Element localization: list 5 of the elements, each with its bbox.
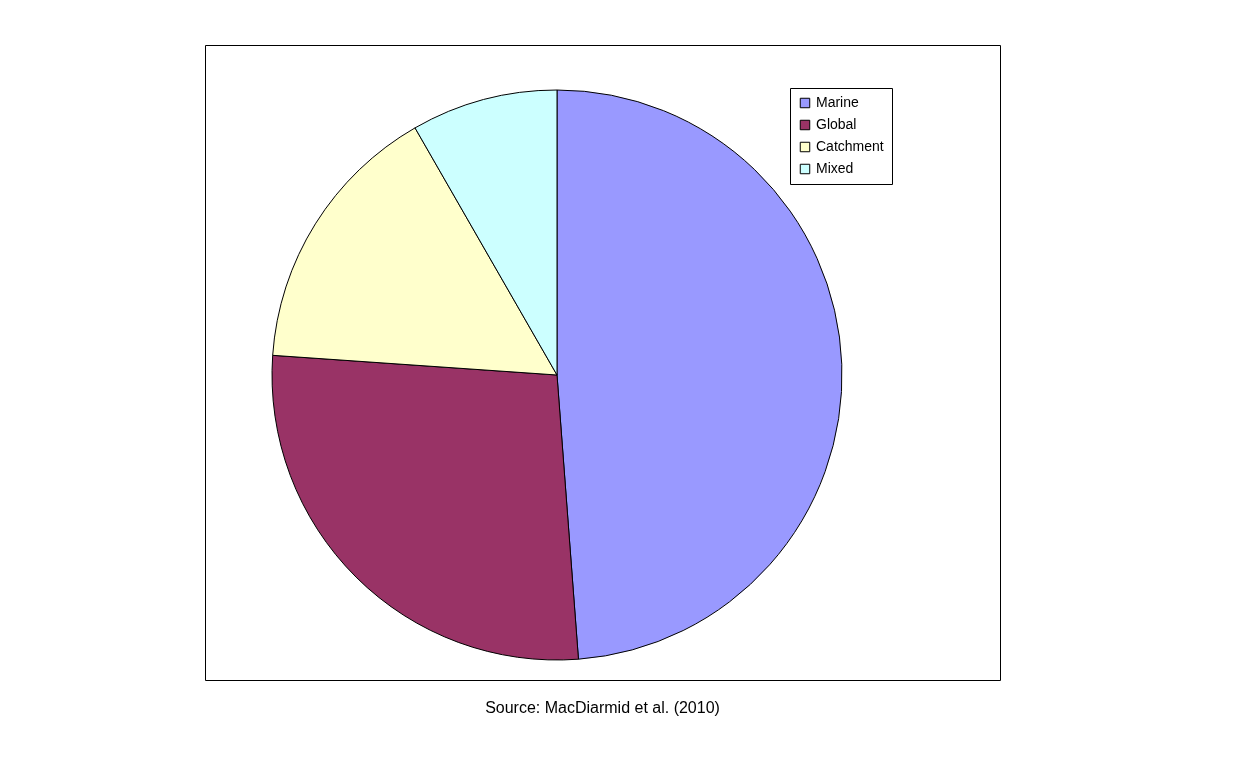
legend-label: Global [816,116,857,132]
legend-label: Mixed [816,160,854,176]
legend-label: Catchment [816,138,884,154]
legend-label: Marine [816,94,860,110]
source-note: Source: MacDiarmid et al. (2010) [485,699,720,716]
